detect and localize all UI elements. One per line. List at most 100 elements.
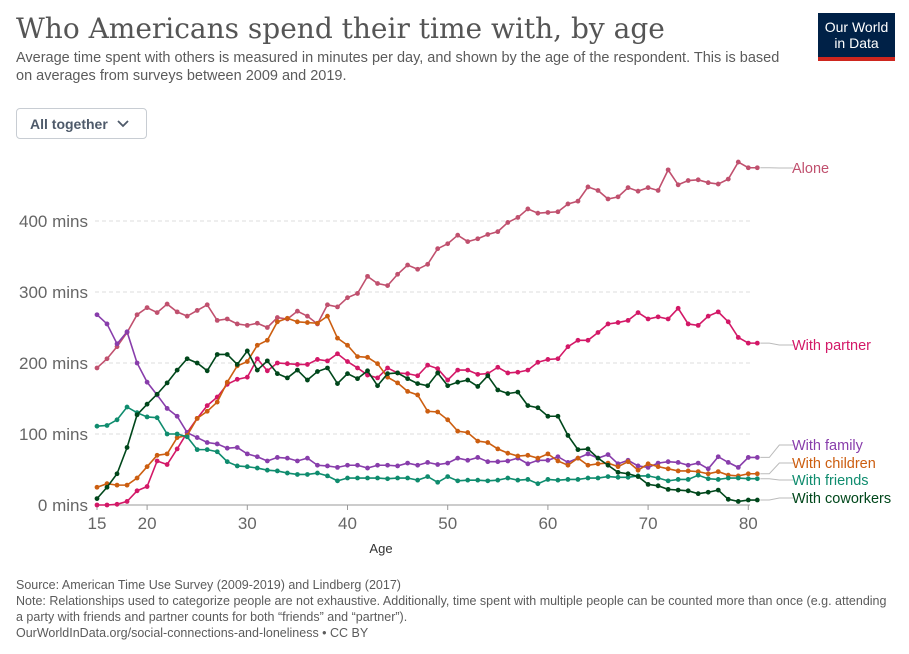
data-point-with-children xyxy=(425,408,431,414)
data-point-with-coworkers xyxy=(254,367,260,373)
data-point-with-children xyxy=(685,468,691,474)
data-point-alone xyxy=(224,316,230,322)
data-point-with-coworkers xyxy=(545,413,551,419)
legend-label-with-family: With family xyxy=(792,438,864,454)
data-point-with-partner xyxy=(254,356,260,362)
footer-link[interactable]: OurWorldInData.org/social-connections-an… xyxy=(16,626,369,640)
data-point-with-coworkers xyxy=(475,384,481,389)
data-point-alone xyxy=(94,365,100,371)
data-point-alone xyxy=(214,318,220,323)
data-point-with-coworkers xyxy=(375,383,380,389)
line-chart: 0 mins 100 mins 200 mins 300 mins 400 mins 1… xyxy=(19,159,891,556)
data-point-with-friends xyxy=(485,478,491,484)
data-point-with-children xyxy=(445,417,451,423)
data-point-with-family xyxy=(355,462,360,468)
data-point-with-family xyxy=(194,435,200,440)
data-point-with-friends xyxy=(695,472,701,478)
data-point-with-family xyxy=(385,462,390,468)
data-point-with-family xyxy=(375,462,380,468)
x-tick-label: 15 xyxy=(88,514,107,533)
data-point-with-partner xyxy=(585,337,591,343)
data-point-with-friends xyxy=(194,447,200,453)
data-point-with-children xyxy=(745,471,751,477)
data-point-with-family xyxy=(605,452,611,457)
data-point-alone xyxy=(345,295,350,301)
data-point-with-partner xyxy=(725,319,731,325)
data-point-with-friends xyxy=(455,478,461,484)
data-point-alone xyxy=(715,181,721,187)
data-point-with-family xyxy=(445,460,451,466)
data-point-with-partner xyxy=(715,309,721,315)
data-point-with-children xyxy=(435,409,441,415)
data-point-with-friends xyxy=(204,447,210,453)
data-point-with-partner xyxy=(345,359,350,364)
data-point-alone xyxy=(204,302,210,308)
data-point-with-coworkers xyxy=(325,365,330,371)
data-point-with-friends xyxy=(705,476,711,482)
data-point-with-partner xyxy=(495,364,501,370)
data-point-with-coworkers xyxy=(315,369,320,374)
data-point-with-coworkers xyxy=(635,474,641,479)
data-point-with-friends xyxy=(114,417,120,423)
series-lines xyxy=(94,159,760,508)
data-point-with-coworkers xyxy=(295,367,300,373)
chevron-down-icon xyxy=(117,119,129,128)
data-point-alone xyxy=(485,232,491,237)
data-point-with-family xyxy=(725,460,731,465)
data-point-with-partner xyxy=(385,365,390,371)
label-connector xyxy=(760,342,794,346)
data-point-with-coworkers xyxy=(445,383,451,389)
data-point-with-family xyxy=(405,460,411,466)
data-point-with-partner xyxy=(525,367,531,373)
data-point-with-children xyxy=(214,399,220,405)
data-point-alone xyxy=(274,315,280,320)
data-point-with-partner xyxy=(295,362,300,367)
data-point-with-coworkers xyxy=(244,348,250,354)
data-point-with-coworkers xyxy=(264,358,270,364)
data-point-with-coworkers xyxy=(595,455,601,461)
data-point-with-coworkers xyxy=(505,391,511,396)
data-point-with-family xyxy=(274,455,280,460)
data-point-with-family xyxy=(495,459,501,465)
data-point-with-partner xyxy=(745,340,751,346)
x-tick-label: 80 xyxy=(739,514,758,533)
data-point-with-friends xyxy=(445,474,451,479)
data-point-with-coworkers xyxy=(625,471,631,477)
x-axis-ticks: 15 20 30 40 50 60 70 80 xyxy=(88,505,758,533)
data-point-alone xyxy=(465,239,471,244)
data-point-with-children xyxy=(164,451,170,457)
data-point-alone xyxy=(254,320,260,326)
dropdown-label: All together xyxy=(30,115,108,132)
data-point-with-friends xyxy=(325,473,330,479)
y-axis-ticks: 0 mins 100 mins 200 mins 300 mins 400 mins xyxy=(19,212,88,515)
data-point-with-children xyxy=(305,320,310,325)
data-point-with-partner xyxy=(645,316,651,322)
data-point-with-family xyxy=(735,464,741,470)
data-point-with-coworkers xyxy=(134,412,140,418)
data-point-with-partner xyxy=(425,362,431,368)
data-point-with-children xyxy=(264,337,270,343)
grouping-dropdown[interactable]: All together xyxy=(16,108,147,139)
data-point-with-friends xyxy=(525,477,531,482)
data-point-with-friends xyxy=(124,404,130,410)
series-labels: Alone With partner With family With childre… xyxy=(760,161,891,507)
data-point-alone xyxy=(144,305,150,311)
data-point-with-coworkers xyxy=(365,368,370,374)
data-point-with-partner xyxy=(675,305,681,311)
data-point-with-family xyxy=(485,459,491,465)
legend-label-with-children: With children xyxy=(792,456,876,472)
data-point-with-coworkers xyxy=(525,403,531,408)
data-point-alone xyxy=(264,325,270,330)
data-point-alone xyxy=(635,188,641,194)
chart-subtitle: Average time spent with others is measur… xyxy=(16,50,780,84)
data-point-with-children xyxy=(535,455,541,461)
data-point-with-partner xyxy=(665,316,671,322)
owid-logo[interactable]: Our World in Data xyxy=(818,13,895,61)
data-point-with-coworkers xyxy=(114,471,120,477)
data-point-with-family xyxy=(315,462,320,468)
data-point-alone xyxy=(405,262,411,268)
data-point-with-partner xyxy=(264,368,270,374)
data-point-with-partner xyxy=(735,335,741,340)
data-point-with-coworkers xyxy=(194,360,200,366)
data-point-with-friends xyxy=(224,459,230,465)
